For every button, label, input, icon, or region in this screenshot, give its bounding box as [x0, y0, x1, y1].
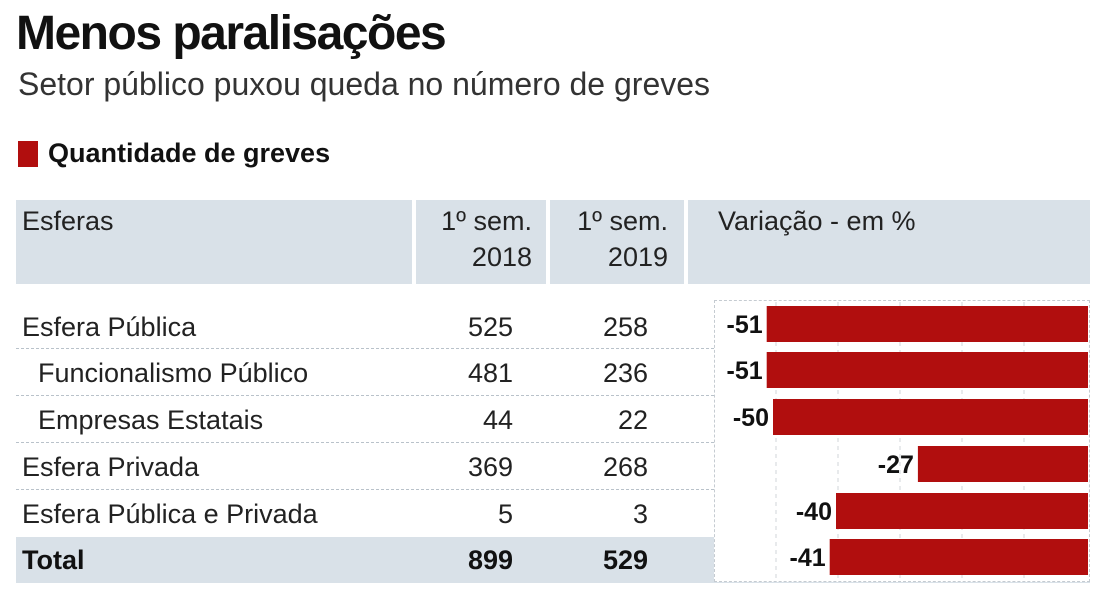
row-divider [16, 395, 714, 396]
data-label-1: -51 [727, 311, 763, 339]
row-value-2018: 525 [467, 312, 513, 342]
row-value-2018: 44 [482, 405, 513, 435]
row-value-2019: 258 [602, 312, 648, 342]
bar-5 [836, 493, 1088, 529]
legend: Quantidade de greves [18, 138, 330, 169]
row-divider [16, 442, 714, 443]
chart-title: Menos paralisações [16, 7, 447, 60]
row-value-2019: 268 [602, 452, 648, 482]
total-value-2019: 529 [602, 545, 648, 575]
table-row: Funcionalismo Público 481 236 [16, 350, 714, 396]
header-2019-line2: 2019 [607, 242, 668, 272]
header-2019-line1: 1º sem. [577, 206, 668, 236]
chart-subtitle: Setor público puxou queda no número de g… [18, 66, 711, 102]
header-col-2018 [416, 200, 546, 284]
table-row: Esfera Pública 525 258 [16, 304, 714, 350]
chart-frame [714, 300, 1090, 582]
row-value-2019: 236 [602, 358, 648, 388]
table-row: Esfera Pública e Privada 5 3 [16, 491, 714, 537]
header-esferas-label: Esferas [22, 206, 114, 236]
bar-1 [766, 306, 1088, 342]
row-value-2018: 5 [497, 499, 513, 529]
variation-bar-chart: -51 -51 -50 -27 -40 -41 [727, 302, 1088, 580]
row-value-2018: 369 [467, 452, 513, 482]
header-2018-line1: 1º sem. [441, 206, 532, 236]
row-label: Esfera Pública e Privada [22, 499, 318, 529]
bar-2 [766, 352, 1088, 388]
bar-3 [773, 399, 1088, 435]
total-value-2018: 899 [467, 545, 513, 575]
header-variacao-label: Variação - em % [718, 206, 916, 236]
legend-label: Quantidade de greves [48, 138, 331, 168]
header-col-2019 [550, 200, 684, 284]
row-label: Esfera Pública [22, 312, 197, 342]
row-label: Empresas Estatais [38, 405, 264, 435]
row-divider [16, 348, 714, 349]
header-variacao [688, 200, 1090, 284]
data-label-4: -27 [878, 451, 914, 479]
bar-4 [917, 446, 1088, 482]
data-label-3: -50 [733, 404, 769, 432]
total-label: Total [22, 545, 85, 575]
header-2018-line2: 2018 [471, 242, 532, 272]
legend-swatch [18, 140, 38, 167]
data-label-2: -51 [727, 357, 763, 385]
header-esferas [16, 200, 412, 284]
bar-6 [829, 539, 1088, 575]
row-divider [16, 489, 714, 490]
table-row: Esfera Privada 369 268 [16, 444, 714, 490]
row-value-2018: 481 [467, 358, 513, 388]
table-row-total: Total 899 529 [16, 537, 714, 583]
data-label-6: -41 [790, 544, 826, 572]
row-label: Funcionalismo Público [38, 358, 309, 388]
row-value-2019: 3 [632, 499, 648, 529]
data-label-5: -40 [796, 498, 832, 526]
table-row: Empresas Estatais 44 22 [16, 397, 714, 443]
row-value-2019: 22 [617, 405, 648, 435]
row-label: Esfera Privada [22, 452, 200, 482]
